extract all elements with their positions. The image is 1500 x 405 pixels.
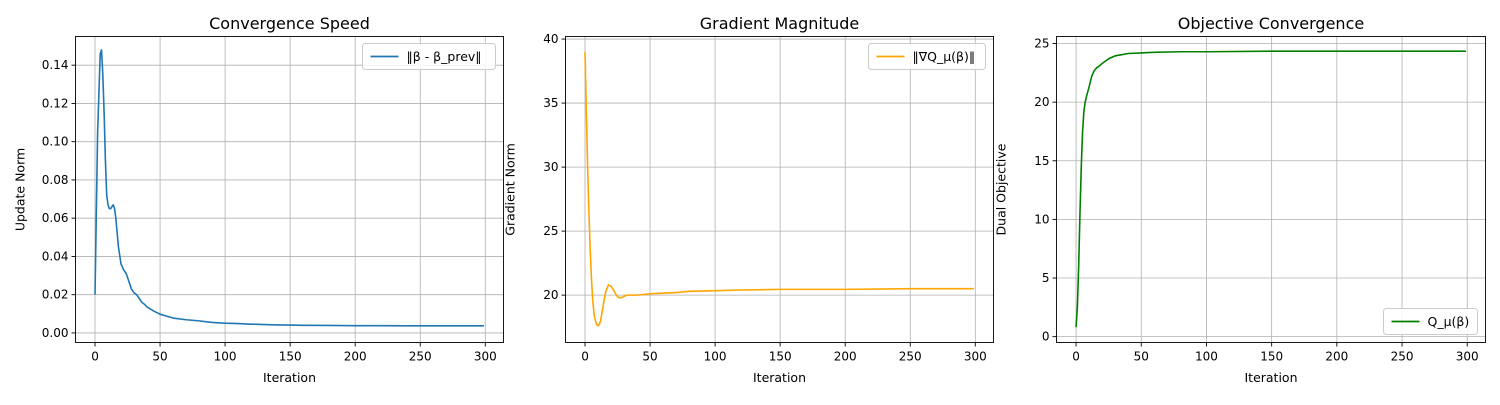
y-tick-label: 0.12	[42, 96, 69, 110]
y-tick-label: 20	[1034, 95, 1049, 109]
legend-label: Q_μ(β)	[1428, 314, 1470, 329]
x-tick-label: 150	[769, 350, 792, 364]
x-tick-label: 0	[91, 350, 99, 364]
legend-box	[1383, 308, 1478, 335]
y-tick-label: 0.06	[42, 211, 69, 225]
x-axis-label: Iteration	[1244, 370, 1297, 385]
y-tick-label: 30	[543, 160, 558, 174]
y-axis-label: Gradient Norm	[503, 143, 518, 235]
axes-frame	[75, 36, 504, 343]
series-line	[94, 49, 484, 327]
legend-box	[868, 43, 986, 70]
legend-label: ‖β - β_prev‖	[407, 49, 482, 64]
chart-panel-2: 0 50 100 150 200 250 300 20 25 30 35 40 Gradient Mag…	[503, 14, 994, 385]
y-tick-label: 10	[1034, 212, 1049, 226]
y-tick-label: 0.04	[42, 249, 69, 263]
y-tick-label: 0.14	[42, 58, 69, 72]
x-tick-label: 200	[834, 350, 857, 364]
chart-title: Objective Convergence	[1178, 14, 1364, 33]
x-tick-label: 100	[214, 350, 237, 364]
x-tick-label: 150	[279, 350, 302, 364]
x-tick-label: 200	[1325, 350, 1348, 364]
x-tick-label: 50	[1134, 350, 1149, 364]
y-tick-label: 20	[543, 288, 558, 302]
x-tick-label: 300	[474, 350, 497, 364]
series-line	[584, 51, 974, 327]
y-axis-label: Update Norm	[13, 148, 28, 231]
axes-frame	[565, 36, 994, 343]
x-tick-label: 300	[1456, 350, 1479, 364]
series-line	[1075, 50, 1466, 328]
chart-title: Gradient Magnitude	[700, 14, 860, 33]
legend-box	[362, 43, 496, 70]
y-axis-label: Dual Objective	[994, 143, 1009, 235]
x-tick-label: 0	[1072, 350, 1080, 364]
y-tick-label: 40	[543, 32, 558, 46]
y-tick-label: 0.08	[42, 173, 69, 187]
y-tick-label: 0	[1042, 330, 1050, 344]
legend: ‖∇Q_μ(β)‖	[868, 43, 986, 70]
x-tick-label: 50	[642, 350, 657, 364]
x-axis-label: Iteration	[753, 370, 806, 385]
y-tick-label: 5	[1042, 271, 1050, 285]
x-tick-label: 250	[899, 350, 922, 364]
y-tick-label: 25	[1034, 37, 1049, 51]
legend: ‖β - β_prev‖	[362, 43, 496, 70]
x-axis-label: Iteration	[263, 370, 316, 385]
x-tick-label: 50	[152, 350, 167, 364]
x-tick-label: 100	[704, 350, 727, 364]
x-tick-label: 250	[1391, 350, 1414, 364]
x-tick-label: 0	[581, 350, 589, 364]
chart-panel-3: 0 50 100 150 200 250 300 0 5 10 15 20 25 Objective Co…	[994, 14, 1486, 385]
y-tick-label: 15	[1034, 154, 1049, 168]
legend-label: ‖∇Q_μ(β)‖	[913, 49, 976, 64]
axes-frame	[1056, 36, 1486, 343]
y-tick-label: 0.00	[42, 326, 69, 340]
x-tick-label: 300	[964, 350, 987, 364]
legend: Q_μ(β)	[1383, 308, 1478, 335]
chart-panel-1: 0 50 100 150 200 250 300 0.00 0.02 0.04 0.06 0.08 0.…	[13, 14, 504, 385]
x-tick-label: 250	[409, 350, 432, 364]
chart-title: Convergence Speed	[209, 14, 370, 33]
y-tick-label: 35	[543, 96, 558, 110]
x-tick-label: 200	[344, 350, 367, 364]
y-tick-label: 25	[543, 224, 558, 238]
y-tick-label: 0.02	[42, 288, 69, 302]
x-tick-label: 100	[1195, 350, 1218, 364]
x-tick-label: 150	[1260, 350, 1283, 364]
y-tick-label: 0.10	[42, 135, 69, 149]
